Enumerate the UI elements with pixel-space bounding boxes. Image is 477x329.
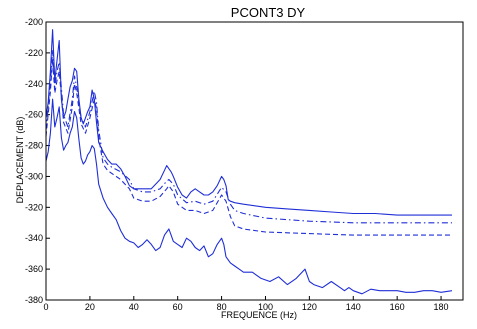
plot-area-frame — [45, 21, 464, 301]
y-tick-label: -300 — [25, 171, 43, 181]
x-tick-label: 160 — [390, 302, 405, 312]
y-tick-label: -280 — [25, 141, 43, 151]
y-axis-label: DEPLACEMENT (dB) — [15, 117, 25, 204]
axis-ticks: 0 20 40 60 80 100 120 140 160 180 -200 -220 -240 -260… — [25, 17, 449, 312]
x-tick-label: 20 — [85, 302, 95, 312]
series-line-2 — [45, 49, 452, 224]
x-tick-label: 140 — [346, 302, 361, 312]
x-tick-label: 40 — [129, 302, 139, 312]
y-tick-label: -200 — [25, 17, 43, 27]
chart-title: PCONT3 DY — [231, 5, 306, 20]
x-tick-label: 60 — [173, 302, 183, 312]
y-tick-label: -220 — [25, 48, 43, 58]
x-axis-label: FREQUENCE (Hz) — [221, 310, 297, 320]
data-lines — [45, 29, 453, 295]
y-tick-label: -260 — [25, 110, 43, 120]
y-tick-label: -360 — [25, 264, 43, 274]
x-tick-label: 0 — [43, 302, 48, 312]
y-tick-label: -240 — [25, 79, 43, 89]
series-line-3 — [45, 58, 452, 236]
y-tick-label: -320 — [25, 202, 43, 212]
y-tick-label: -340 — [25, 233, 43, 243]
y-tick-label: -380 — [25, 295, 43, 305]
x-tick-label: 100 — [258, 302, 273, 312]
x-tick-label: 180 — [434, 302, 449, 312]
series-line-1 — [45, 29, 452, 216]
series-line-4 — [45, 98, 453, 295]
x-tick-label: 120 — [302, 302, 317, 312]
x-tick-label: 80 — [217, 302, 227, 312]
